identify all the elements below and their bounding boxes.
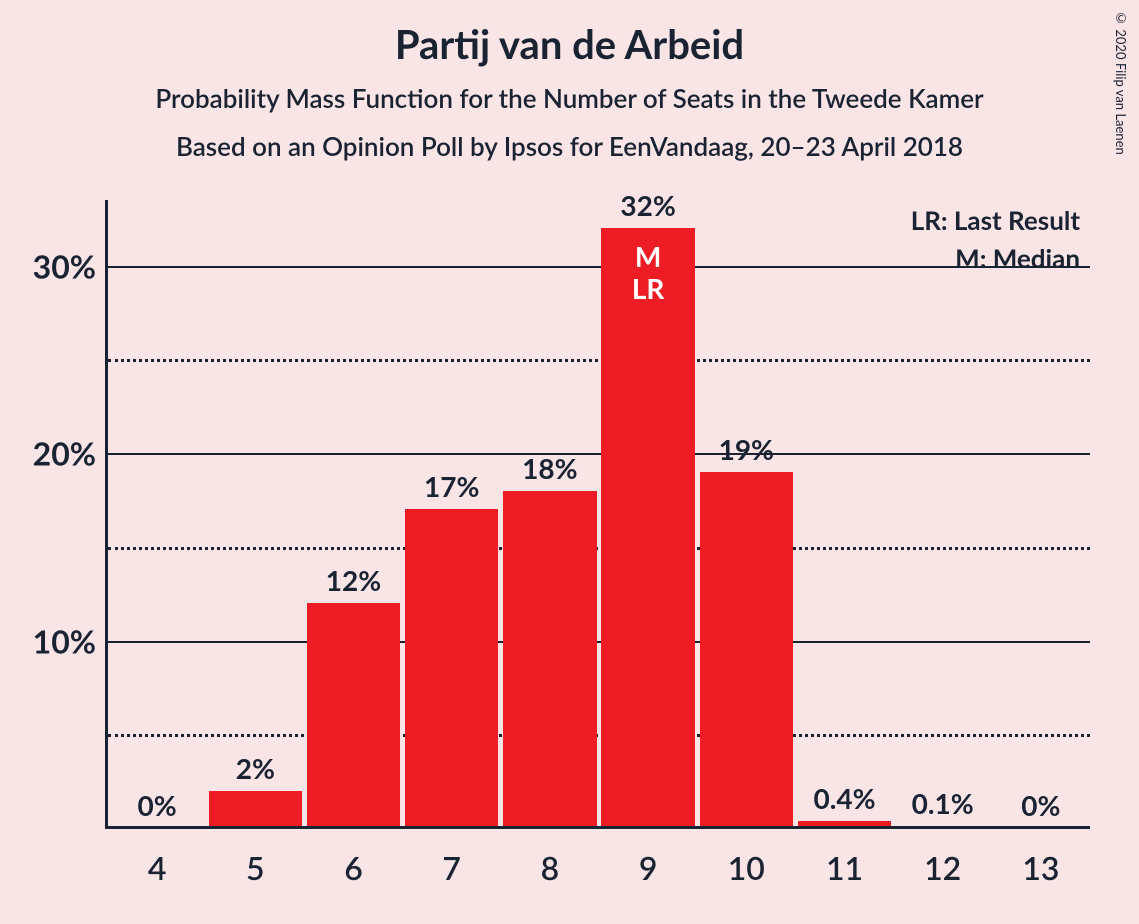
legend: LR: Last ResultM: Median xyxy=(911,202,1080,277)
x-tick-label: 8 xyxy=(541,828,560,887)
bar-value-label: 19% xyxy=(719,432,774,466)
bar-value-label: 0.1% xyxy=(912,786,974,820)
x-tick-label: 7 xyxy=(442,828,461,887)
x-tick-label: 13 xyxy=(1022,828,1059,887)
bar-annotation: MLR xyxy=(632,240,665,304)
gridline-major xyxy=(108,641,1090,643)
x-tick-label: 9 xyxy=(639,828,658,887)
legend-line: LR: Last Result xyxy=(911,202,1080,240)
gridline-minor xyxy=(108,359,1090,362)
bar-value-label: 17% xyxy=(424,469,479,503)
x-tick-label: 10 xyxy=(728,828,765,887)
x-axis xyxy=(105,826,1090,829)
x-tick-label: 4 xyxy=(148,828,167,887)
y-tick-label: 20% xyxy=(33,434,108,473)
y-axis xyxy=(105,200,108,829)
bar-value-label: 0% xyxy=(138,788,177,822)
gridline-minor xyxy=(108,547,1090,550)
gridline-major xyxy=(108,453,1090,455)
y-tick-label: 10% xyxy=(33,621,108,660)
bar xyxy=(405,509,498,828)
bar xyxy=(307,603,400,828)
bar-value-label: 32% xyxy=(620,188,675,222)
x-tick-label: 6 xyxy=(344,828,363,887)
bar xyxy=(503,491,596,828)
bar-value-label: 0% xyxy=(1021,788,1060,822)
plot-area: 10%20%30%0%42%512%617%718%832%9MLR19%100… xyxy=(108,200,1090,828)
bar-value-label: 12% xyxy=(326,563,381,597)
x-tick-label: 12 xyxy=(924,828,961,887)
bar xyxy=(209,791,302,828)
copyright-text: © 2020 Filip van Laenen xyxy=(1113,10,1129,155)
y-tick-label: 30% xyxy=(33,246,108,285)
x-tick-label: 5 xyxy=(246,828,265,887)
x-tick-label: 11 xyxy=(826,828,863,887)
chart-subtitle-2: Based on an Opinion Poll by Ipsos for Ee… xyxy=(0,130,1139,162)
bar xyxy=(700,472,793,828)
legend-line: M: Median xyxy=(911,240,1080,278)
bar-value-label: 18% xyxy=(522,451,577,485)
gridline-minor xyxy=(108,734,1090,737)
chart-title: Partij van de Arbeid xyxy=(0,20,1139,68)
bar xyxy=(601,228,694,828)
bar-value-label: 0.4% xyxy=(813,781,875,815)
bar-value-label: 2% xyxy=(236,751,275,785)
chart-subtitle-1: Probability Mass Function for the Number… xyxy=(0,82,1139,114)
